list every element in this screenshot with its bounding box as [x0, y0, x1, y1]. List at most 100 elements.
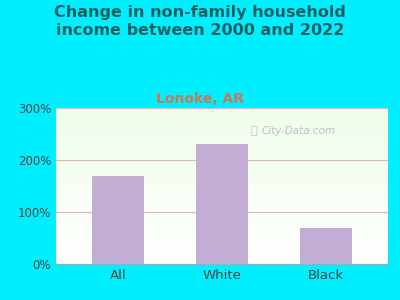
Bar: [56, 126, 388, 127]
Bar: [56, 122, 388, 123]
Bar: [56, 112, 388, 113]
Bar: [56, 233, 388, 234]
Bar: [56, 249, 388, 250]
Bar: [56, 240, 388, 241]
Bar: [56, 219, 388, 220]
Bar: [56, 111, 388, 112]
Bar: [56, 119, 388, 120]
Bar: [56, 181, 388, 182]
Bar: [56, 189, 388, 190]
Bar: [56, 241, 388, 242]
Bar: [56, 174, 388, 175]
Bar: [56, 232, 388, 233]
Bar: [56, 156, 388, 157]
Bar: [56, 256, 388, 257]
Bar: [56, 191, 388, 192]
Bar: [56, 227, 388, 228]
Bar: [56, 129, 388, 130]
Bar: [56, 197, 388, 198]
Bar: [56, 260, 388, 261]
Bar: [56, 182, 388, 183]
Bar: [56, 168, 388, 169]
Bar: [56, 244, 388, 245]
Bar: [56, 258, 388, 259]
Bar: [56, 255, 388, 256]
Bar: [56, 118, 388, 119]
Bar: [56, 130, 388, 131]
Bar: [56, 210, 388, 211]
Bar: [56, 169, 388, 170]
Bar: [56, 198, 388, 199]
Bar: [56, 131, 388, 132]
Bar: [56, 125, 388, 126]
Bar: [56, 142, 388, 143]
Bar: [56, 214, 388, 215]
Bar: [56, 135, 388, 136]
Bar: [56, 228, 388, 229]
Bar: [56, 143, 388, 144]
Bar: [56, 180, 388, 181]
Bar: [56, 150, 388, 151]
Bar: [56, 203, 388, 204]
Bar: [56, 206, 388, 207]
Bar: [56, 239, 388, 240]
Bar: [56, 155, 388, 156]
Bar: [56, 216, 388, 217]
Bar: [56, 190, 388, 191]
Bar: [56, 236, 388, 237]
Bar: [56, 218, 388, 219]
Bar: [56, 117, 388, 118]
Bar: [56, 252, 388, 253]
Bar: [56, 184, 388, 185]
Bar: [300, 228, 352, 264]
Bar: [56, 121, 388, 122]
Bar: [56, 124, 388, 125]
Bar: [56, 161, 388, 162]
Bar: [56, 217, 388, 218]
Bar: [56, 108, 388, 109]
Bar: [56, 259, 388, 260]
Bar: [56, 162, 388, 163]
Bar: [56, 205, 388, 206]
Bar: [56, 158, 388, 159]
Bar: [56, 196, 388, 197]
Bar: [56, 220, 388, 221]
Bar: [56, 185, 388, 186]
Bar: [56, 254, 388, 255]
Bar: [56, 202, 388, 203]
Bar: [56, 147, 388, 148]
Text: City-Data.com: City-Data.com: [261, 126, 336, 136]
Bar: [56, 251, 388, 252]
Bar: [56, 186, 388, 187]
Bar: [56, 230, 388, 231]
Bar: [56, 141, 388, 142]
Bar: [56, 116, 388, 117]
Bar: [56, 208, 388, 209]
Text: Change in non-family household
income between 2000 and 2022: Change in non-family household income be…: [54, 4, 346, 38]
Bar: [56, 188, 388, 189]
Bar: [56, 113, 388, 114]
Bar: [56, 138, 388, 139]
Bar: [56, 195, 388, 196]
Bar: [56, 173, 388, 174]
Bar: [56, 132, 388, 133]
Bar: [56, 204, 388, 205]
Bar: [56, 263, 388, 264]
Bar: [56, 213, 388, 214]
Bar: [56, 262, 388, 263]
Bar: [56, 183, 388, 184]
Bar: [56, 212, 388, 213]
Bar: [56, 179, 388, 180]
Bar: [56, 114, 388, 115]
Bar: [56, 123, 388, 124]
Bar: [56, 127, 388, 128]
Bar: [56, 187, 388, 188]
Bar: [56, 215, 388, 216]
Bar: [56, 175, 388, 176]
Bar: [56, 225, 388, 226]
Bar: [56, 223, 388, 224]
Bar: [56, 146, 388, 147]
Bar: [56, 243, 388, 244]
Bar: [56, 245, 388, 246]
Bar: [56, 253, 388, 254]
